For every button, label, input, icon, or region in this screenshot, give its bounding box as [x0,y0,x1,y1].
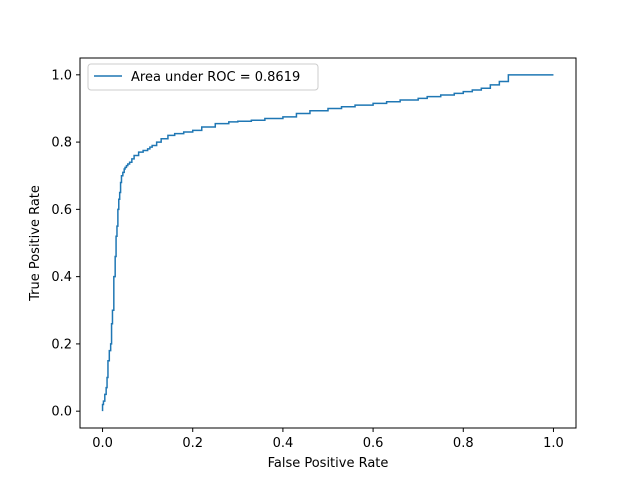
x-tick-label: 0.2 [182,436,203,451]
x-tick-label: 0.4 [273,436,294,451]
x-tick-label: 0.6 [363,436,384,451]
y-tick-label: 0.2 [51,337,72,352]
roc-curve-line [101,74,554,412]
legend: Area under ROC = 0.8619 [87,63,319,91]
series-layer [101,74,554,412]
y-tick-label: 0.8 [51,136,72,151]
x-axis-ticks: 0.0 0.2 0.4 0.6 0.8 1.0 [92,428,564,451]
x-tick-label: 0.8 [453,436,474,451]
y-tick-label: 0.4 [51,270,72,285]
legend-label: Area under ROC = 0.8619 [131,70,300,85]
y-axis-label: True Positive Rate [28,185,43,302]
x-tick-label: 0.0 [92,436,113,451]
x-tick-label: 1.0 [543,436,564,451]
y-axis-ticks: 0.0 0.2 0.4 0.6 0.8 1.0 [51,68,80,420]
x-axis-label: False Positive Rate [268,456,389,471]
legend-box [87,63,319,91]
y-tick-label: 0.6 [51,203,72,218]
y-tick-label: 0.0 [51,405,72,420]
y-tick-label: 1.0 [51,68,72,83]
plot-frame [79,57,577,429]
